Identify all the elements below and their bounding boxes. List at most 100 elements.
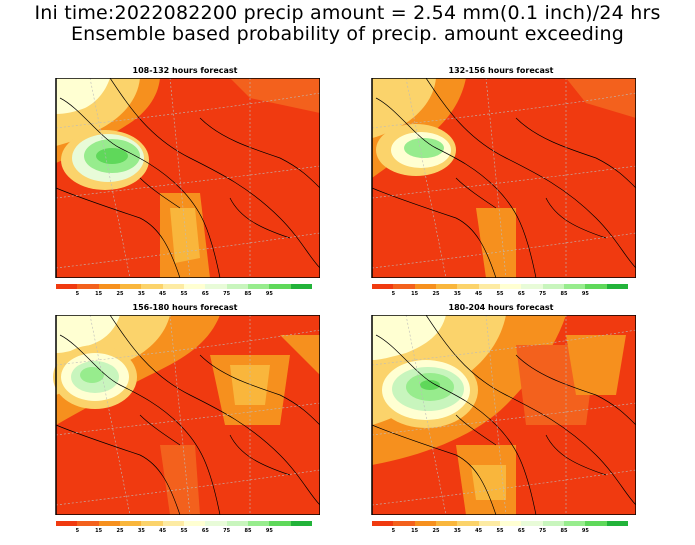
colorbar-tick-label: 35 [137,291,145,297]
colorbar-tick-label: 45 [475,291,483,297]
colorbar-tick-label: 95 [581,528,589,534]
forecast-panel-156-180: 156-180 hours forecast [50,303,320,534]
probability-map [53,315,320,515]
colorbar-swatch [98,284,121,289]
colorbar-tick-label: 75 [539,528,547,534]
colorbar-swatch [226,521,249,526]
panel-title: 156-180 hours forecast [132,303,238,312]
colorbar-swatch [414,284,437,289]
colorbar: 5 15 25 35 45 55 65 75 85 95 [372,284,629,300]
colorbar-swatch [478,521,501,526]
forecast-panel-132-156: 132-156 hours forecast 5 15 25 35 45 55 65 75 85… [366,66,636,297]
colorbar-swatch [521,521,544,526]
colorbar-tick-label: 5 [391,291,396,297]
colorbar-tick-label: 55 [180,528,188,534]
colorbar-tick-label: 55 [496,528,504,534]
colorbar-swatch [564,284,586,289]
panel-title: 132-156 hours forecast [448,66,554,75]
colorbar-tick-label: 15 [95,528,103,534]
main-subtitle: Ensemble based probability of precip. am… [70,23,625,45]
colorbar-swatch [585,521,608,526]
colorbar-tick-label: 65 [201,528,209,534]
colorbar-swatch [564,521,586,526]
colorbar-swatch [585,284,608,289]
colorbar: 5 15 25 35 45 55 65 75 85 95 [56,521,313,537]
colorbar-tick-label: 35 [453,291,461,297]
colorbar-swatch [248,284,270,289]
colorbar-swatch [606,521,629,526]
colorbar-tick-label: 65 [201,291,209,297]
colorbar-swatch [606,284,629,289]
colorbar-swatch [521,284,544,289]
colorbar-swatch [414,521,437,526]
colorbar-tick-label: 25 [116,291,124,297]
colorbar-swatch [500,521,522,526]
colorbar-tick-label: 5 [75,528,80,534]
forecast-panel-180-204: 180-204 hours forecast [366,303,636,534]
colorbar-swatch [393,284,416,289]
colorbar-swatch [269,521,292,526]
colorbar-swatch [542,284,565,289]
colorbar-swatch [184,284,206,289]
colorbar-tick-label: 55 [180,291,188,297]
colorbar-tick-label: 85 [244,291,252,297]
probability-map [371,78,636,278]
colorbar-tick-label: 65 [517,528,525,534]
panel-title: 180-204 hours forecast [448,303,554,312]
colorbar-swatch [184,521,206,526]
colorbar-tick-label: 85 [560,291,568,297]
colorbar-tick-label: 95 [265,291,273,297]
colorbar-tick-label: 15 [411,291,419,297]
colorbar-swatch [290,284,313,289]
colorbar-swatch [205,521,228,526]
colorbar: 5 15 25 35 45 55 65 75 85 95 [56,284,313,300]
colorbar-tick-label: 45 [159,528,167,534]
colorbar: 5 15 25 35 45 55 65 75 85 95 [372,521,629,537]
colorbar-tick-label: 25 [116,528,124,534]
colorbar-tick-label: 85 [244,528,252,534]
colorbar-swatch [290,521,313,526]
colorbar-tick-label: 75 [539,291,547,297]
colorbar-tick-label: 55 [496,291,504,297]
colorbar-swatch [77,521,100,526]
colorbar-swatch [141,284,164,289]
colorbar-swatch [162,521,185,526]
panel-title: 108-132 hours forecast [132,66,238,75]
colorbar-tick-label: 95 [581,291,589,297]
colorbar-swatch [269,284,292,289]
colorbar-swatch [226,284,249,289]
colorbar-tick-label: 35 [137,528,145,534]
colorbar-swatch [56,284,78,289]
colorbar-tick-label: 5 [391,528,396,534]
colorbar-swatch [436,284,458,289]
colorbar-swatch [56,521,78,526]
colorbar-swatch [141,521,164,526]
main-title: Ini time:2022082200 precip amount = 2.54… [34,2,661,24]
colorbar-swatch [457,521,480,526]
colorbar-tick-label: 25 [432,528,440,534]
colorbar-swatch [98,521,121,526]
colorbar-swatch [436,521,458,526]
colorbar-swatch [393,521,416,526]
colorbar-swatch [77,284,100,289]
colorbar-swatch [205,284,228,289]
colorbar-tick-label: 75 [223,528,231,534]
colorbar-swatch [120,521,142,526]
colorbar-tick-label: 5 [75,291,80,297]
colorbar-swatch [478,284,501,289]
colorbar-tick-label: 25 [432,291,440,297]
probability-map [55,78,320,278]
colorbar-tick-label: 45 [159,291,167,297]
colorbar-tick-label: 95 [265,528,273,534]
colorbar-tick-label: 65 [517,291,525,297]
colorbar-swatch [120,284,142,289]
colorbar-tick-label: 85 [560,528,568,534]
colorbar-swatch [372,521,394,526]
forecast-panel-108-132: 108-132 hours forecast 5 15 25 [50,66,320,297]
colorbar-swatch [162,284,185,289]
colorbar-swatch [542,521,565,526]
colorbar-tick-label: 35 [453,528,461,534]
colorbar-swatch [372,284,394,289]
colorbar-tick-label: 45 [475,528,483,534]
colorbar-swatch [500,284,522,289]
